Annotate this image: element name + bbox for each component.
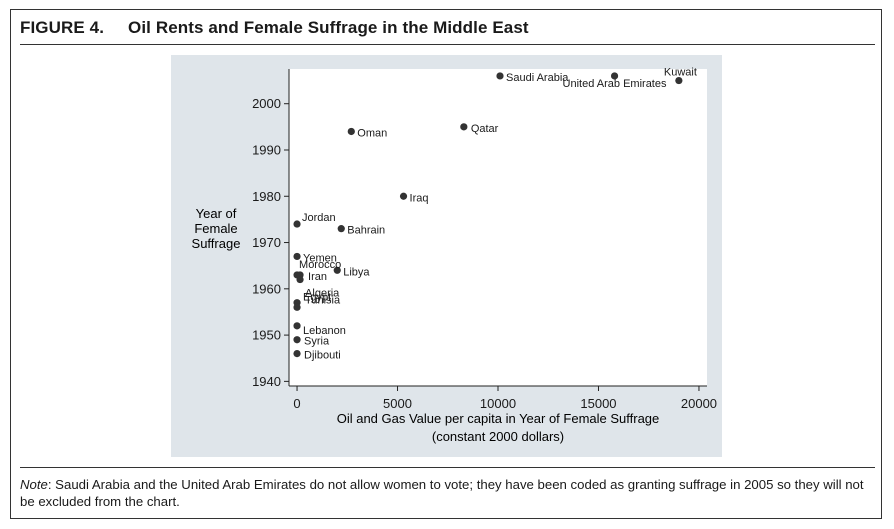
point-label: Morocco (299, 259, 341, 271)
point-label: Djibouti (304, 350, 341, 362)
data-point (337, 225, 345, 233)
x-axis-label-line-2: (constant 2000 dollars) (432, 429, 564, 444)
note-rule (20, 467, 875, 468)
point-label: Iran (308, 271, 327, 283)
y-axis-label-line-3: Suffrage (192, 236, 241, 251)
point-label: Egypt (303, 291, 331, 303)
y-tick-label: 1970 (252, 235, 281, 250)
x-tick-label: 10000 (480, 396, 516, 411)
data-point (293, 350, 301, 358)
data-point (347, 127, 355, 136)
x-axis-label-line-1: Oil and Gas Value per capita in Year of … (337, 411, 660, 426)
data-point (460, 123, 468, 131)
point-label: Libya (343, 266, 370, 278)
point-label: Algeria (305, 288, 340, 300)
point-label: Saudi Arabia (506, 72, 569, 84)
note-text: : Saudi Arabia and the United Arab Emira… (20, 477, 864, 509)
point-label: Lebanon (303, 325, 346, 337)
y-axis-label-line-1: Year of (196, 206, 237, 221)
data-point (293, 220, 301, 228)
data-points (293, 72, 683, 358)
point-label: Yemen (303, 252, 337, 264)
point-label: Iraq (410, 192, 429, 204)
data-point (293, 252, 301, 261)
point-label: Syria (304, 336, 330, 348)
y-ticks: 1940 1950 1960 1970 1980 1990 2000 (252, 96, 289, 389)
data-point (296, 275, 304, 284)
point-label: United Arab Emirates (563, 78, 667, 90)
y-axis-label-line-2: Female (194, 221, 237, 236)
data-point (293, 303, 301, 311)
point-label: Bahrain (347, 225, 385, 237)
y-tick-label: 2000 (252, 96, 281, 111)
x-ticks: 0 5000 10000 15000 20000 (293, 386, 717, 411)
y-tick-label: 1980 (252, 189, 281, 204)
point-label: Oman (357, 127, 387, 139)
point-label: Jordan (302, 212, 336, 224)
point-label: Kuwait (664, 67, 697, 79)
figure-note: Note: Saudi Arabia and the United Arab E… (20, 476, 875, 510)
x-tick-label: 5000 (383, 396, 412, 411)
figure-title-text: Oil Rents and Female Suffrage in the Mid… (128, 18, 529, 37)
point-label: Tunisia (305, 295, 341, 307)
y-tick-label: 1960 (252, 281, 281, 296)
x-tick-label: 0 (293, 396, 300, 411)
point-label: Qatar (471, 123, 499, 135)
data-point (293, 336, 301, 344)
data-point (496, 72, 504, 80)
figure-number: FIGURE 4. (20, 18, 105, 37)
x-tick-label: 15000 (580, 396, 616, 411)
data-point (675, 76, 683, 85)
data-point (333, 266, 341, 274)
figure-title: FIGURE 4. Oil Rents and Female Suffrage i… (20, 18, 529, 38)
data-point (293, 322, 301, 330)
data-point (610, 72, 619, 80)
y-tick-label: 1940 (252, 374, 281, 389)
x-tick-label: 20000 (681, 396, 717, 411)
note-label: Note (20, 477, 48, 492)
title-rule (20, 44, 875, 45)
y-tick-label: 1950 (252, 328, 281, 343)
data-point (399, 192, 408, 200)
plot-region (289, 69, 707, 386)
y-tick-label: 1990 (252, 142, 281, 157)
